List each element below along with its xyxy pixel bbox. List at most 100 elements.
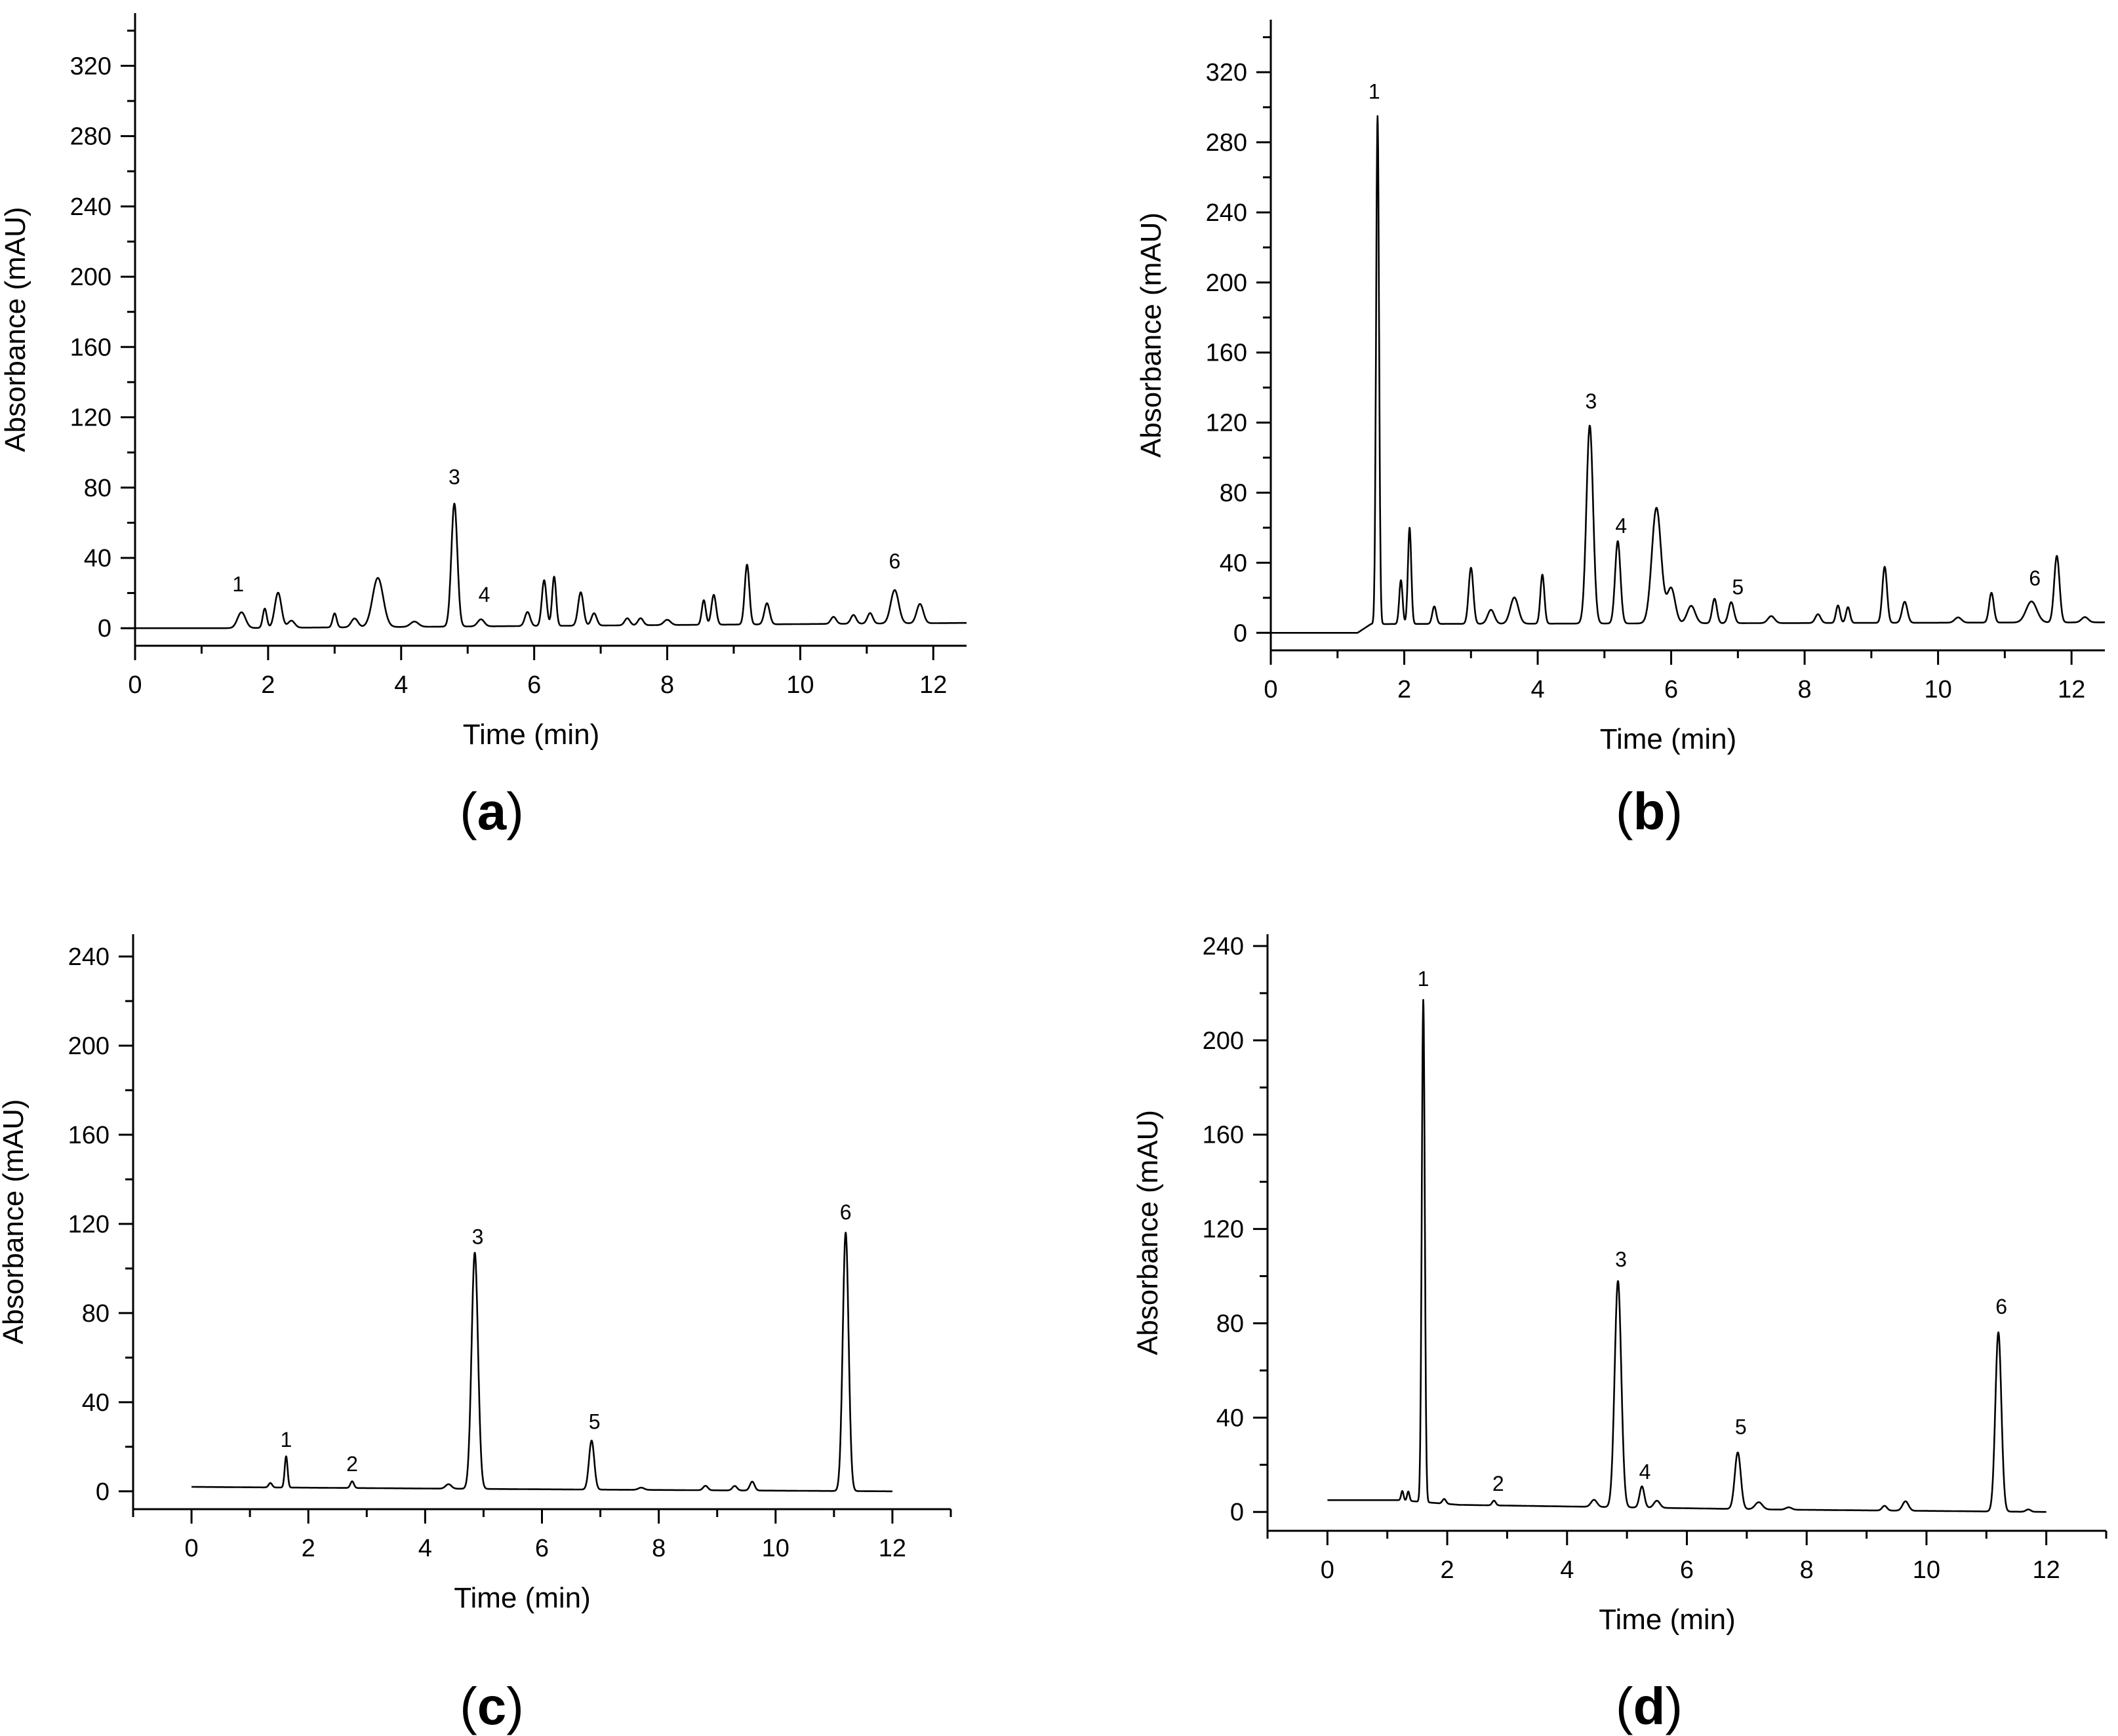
x-tick-label: 8 [652,1535,666,1562]
x-tick-label: 6 [1680,1556,1694,1584]
peak-label: 1 [280,1428,292,1451]
x-tick-label: 0 [1264,676,1277,703]
panel-label-close-paren: ) [1665,1677,1683,1735]
y-tick-label: 120 [70,404,111,432]
y-tick-label: 0 [1230,1499,1244,1526]
x-tick-label: 0 [1321,1556,1334,1584]
peak-label: 2 [346,1452,358,1476]
peak-label: 4 [1639,1460,1651,1484]
y-tick-label: 160 [70,334,111,361]
y-tick-label: 0 [98,615,111,642]
y-tick-label: 120 [1203,1216,1244,1244]
panel-label: (b) [1616,782,1683,840]
y-tick-label: 120 [68,1211,110,1238]
panel-label: (a) [460,782,524,840]
x-tick-label: 10 [786,671,814,699]
y-tick-label: 40 [84,545,111,572]
y-tick-label: 240 [70,193,111,221]
peak-label: 6 [840,1200,852,1224]
peak-label: 1 [1369,79,1380,103]
peak-label: 4 [1615,514,1627,538]
x-tick-label: 10 [1913,1556,1940,1584]
x-tick-label: 6 [535,1535,549,1562]
y-tick-label: 40 [82,1389,110,1417]
y-tick-label: 80 [82,1300,110,1328]
panel-label: (c) [460,1677,524,1735]
x-tick-label: 12 [2033,1556,2060,1584]
y-tick-label: 200 [70,264,111,291]
x-tick-label: 10 [1924,676,1951,703]
chromatogram-trace [1327,998,2047,1513]
y-tick-label: 160 [1203,1122,1244,1149]
y-tick-label: 40 [1216,1404,1244,1432]
x-axis-label: Time (min) [454,1582,591,1614]
panel-label-close-paren: ) [506,1677,524,1735]
y-axis-label: Absorbance (mAU) [0,1099,30,1344]
x-tick-label: 6 [1664,676,1678,703]
y-tick-label: 120 [1206,410,1247,437]
x-tick-label: 0 [128,671,142,699]
y-tick-label: 200 [1206,269,1247,297]
x-tick-label: 2 [261,671,275,699]
x-tick-label: 8 [1798,676,1812,703]
peak-label: 6 [1995,1295,2007,1318]
peak-label: 6 [2029,566,2041,590]
x-tick-label: 8 [660,671,674,699]
panel-label-letter: c [477,1677,507,1735]
peak-label: 4 [479,583,490,606]
y-tick-label: 200 [1203,1027,1244,1055]
peak-label: 3 [449,465,460,488]
panel-label: (d) [1616,1677,1683,1735]
y-axis-label: Absorbance (mAU) [1135,212,1167,458]
y-tick-label: 320 [70,52,111,80]
x-tick-label: 12 [879,1535,906,1562]
peak-label: 5 [1735,1415,1747,1439]
y-tick-label: 240 [1206,199,1247,227]
y-tick-label: 280 [70,123,111,151]
y-axis-label: Absorbance (mAU) [0,207,31,452]
y-tick-label: 0 [96,1478,110,1506]
panel-label-letter: d [1633,1677,1666,1735]
x-tick-label: 2 [1397,676,1411,703]
peak-label: 6 [889,549,901,573]
panel-label-letter: b [1633,782,1666,840]
peak-label: 2 [1492,1472,1504,1495]
peak-label: 1 [1418,967,1429,991]
y-axis-label: Absorbance (mAU) [1132,1110,1164,1355]
x-tick-label: 12 [2058,676,2085,703]
panel-label-letter: a [477,782,507,840]
x-tick-label: 4 [418,1535,432,1562]
x-tick-label: 12 [919,671,947,699]
x-tick-label: 4 [394,671,408,699]
y-tick-label: 240 [1203,933,1244,960]
y-tick-label: 80 [1216,1310,1244,1337]
chromatogram-trace [191,1231,893,1493]
y-tick-label: 80 [84,475,111,502]
peak-label: 3 [1586,389,1597,413]
x-tick-label: 4 [1560,1556,1574,1584]
x-tick-label: 4 [1530,676,1544,703]
panel-label-open-paren: ( [1616,1677,1633,1735]
y-tick-label: 160 [1206,340,1247,367]
y-tick-label: 200 [68,1033,110,1060]
y-tick-label: 80 [1220,480,1247,507]
peak-label: 3 [472,1225,484,1248]
y-tick-label: 40 [1220,549,1247,577]
x-axis-label: Time (min) [463,719,600,751]
peak-label: 1 [232,572,244,596]
panel-label-close-paren: ) [1665,782,1683,840]
x-tick-label: 8 [1800,1556,1814,1584]
panel-label-open-paren: ( [460,782,477,840]
peak-label: 3 [1615,1248,1627,1271]
peak-label: 5 [589,1410,601,1434]
chromatogram-trace [134,502,967,629]
y-tick-label: 240 [68,943,110,971]
x-tick-label: 10 [762,1535,789,1562]
y-tick-label: 0 [1233,620,1247,647]
x-axis-label: Time (min) [1600,723,1737,755]
